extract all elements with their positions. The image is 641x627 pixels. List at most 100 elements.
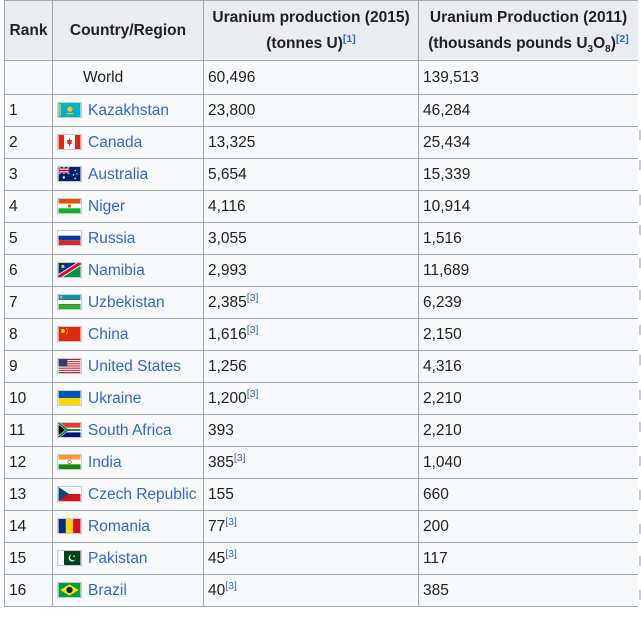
value-2015-cell: 2,993 [203,254,419,287]
canada-flag-icon[interactable] [57,133,82,150]
namibia-flag-icon[interactable] [57,261,82,278]
country-link[interactable]: Namibia [88,261,145,279]
clipped-content-edge [639,195,641,205]
value-2011-cell: 4,316 [418,350,639,383]
table-row: 9 United States 1,256 4,316 [4,350,639,383]
table-row: 16 Brazil 40[3] 385 [4,574,639,607]
pakistan-flag-icon[interactable] [57,549,82,566]
country-link[interactable]: Niger [88,197,126,215]
ukraine-flag-icon[interactable] [57,389,82,406]
country-link[interactable]: Romania [88,517,151,535]
country-link[interactable]: South Africa [88,421,172,439]
country-link[interactable]: China [88,325,129,343]
value-2015-cell: 3,055 [203,222,419,255]
rank-cell: 12 [4,446,53,479]
kazakhstan-flag-icon[interactable] [57,101,82,118]
value-2015-cell: 40[3] [203,574,419,607]
uzbekistan-flag-icon[interactable] [57,293,82,310]
value-2011-cell: 385 [418,574,639,607]
country-link[interactable]: United States [88,357,182,375]
rank-cell: 6 [4,254,53,287]
rank-cell: 9 [4,350,53,383]
reference-link[interactable]: [3] [246,291,259,304]
table-row: 3 Australia 5,654 15,339 [4,158,639,191]
country-link[interactable]: Australia [88,165,149,183]
china-flag-icon[interactable] [57,325,82,342]
india-flag-icon[interactable] [57,453,82,470]
reference-link[interactable]: [1] [342,32,356,45]
value-2015: 23,800 [208,101,256,119]
production-2011-header[interactable]: Uranium Production (2011) (thousands pou… [418,0,639,61]
value-2015: 385 [208,453,234,471]
rank-cell: 8 [4,318,53,351]
country-cell: United States [52,350,204,383]
clipped-content-edge [639,524,641,534]
reference-link[interactable]: [3] [225,579,237,592]
reference-link[interactable]: [3] [225,515,237,528]
rank-cell: 16 [4,574,53,607]
table-row: 12 India 385[3] 1,040 [4,446,639,479]
table-row: 5 Russia 3,055 1,516 [4,222,639,255]
production-2015-header-unit: (tonnes U)[1] [208,31,414,57]
table-row: 6 Namibia 2,993 11,689 [4,254,639,287]
value-2011-cell: 139,513 [418,60,639,95]
unit-text: (thousands pounds U [428,34,588,52]
country-cell: Australia [52,158,204,191]
reference-link[interactable]: [2] [615,32,629,45]
country-cell: Russia [52,222,204,255]
clipped-content-edge [639,556,641,566]
value-2015-cell: 77[3] [203,510,419,543]
value-2015: 3,055 [208,229,247,247]
value-2015-cell: 23,800 [203,94,419,127]
unit-oxygen: O [593,34,606,52]
country-header[interactable]: Country/Region [52,0,204,61]
clipped-content-edge [639,390,641,400]
russia-flag-icon[interactable] [57,229,82,246]
production-2015-header[interactable]: Uranium production (2015) (tonnes U)[1] [203,0,419,61]
rank-cell: 15 [4,542,53,575]
rank-cell: 14 [4,510,53,543]
australia-flag-icon[interactable] [57,165,82,182]
value-2015: 5,654 [208,165,247,183]
table-row: 4 Niger 4,116 10,914 [4,190,639,223]
value-2015: 4,116 [208,197,246,215]
country-link[interactable]: Kazakhstan [88,101,169,119]
country-link[interactable]: Ukraine [88,389,142,407]
reference-link[interactable]: [3] [233,451,246,464]
country-cell: Romania [52,510,204,543]
romania-flag-icon[interactable] [57,517,82,534]
country-link[interactable]: Brazil [88,581,127,599]
country-link[interactable]: Canada [88,133,143,151]
country-link[interactable]: India [88,453,122,471]
value-2011-cell: 1,516 [418,222,639,255]
value-2015-cell: 385[3] [203,446,419,479]
country-cell: India [52,446,204,479]
subscript-8: 8 [605,43,611,55]
reference-link[interactable]: [3] [225,547,237,560]
rank-cell: 7 [4,286,53,319]
reference-link[interactable]: [3] [246,323,259,336]
country-link[interactable]: Czech Republic [88,485,197,503]
value-2011-cell: 117 [418,542,639,575]
value-2015: 2,385 [208,293,247,311]
reference-link[interactable]: [3] [246,387,259,400]
south-africa-flag-icon[interactable] [57,421,82,438]
united-states-flag-icon[interactable] [57,357,82,374]
rank-header[interactable]: Rank [4,0,53,61]
value-2011-cell: 660 [418,478,639,511]
country-cell: Namibia [52,254,204,287]
table-row: 7 Uzbekistan 2,385[3] 6,239 [4,286,639,319]
header-row: Rank Country/Region Uranium production (… [4,0,639,61]
niger-flag-icon[interactable] [57,197,82,214]
brazil-flag-icon[interactable] [57,581,82,598]
value-2015-cell: 5,654 [203,158,419,191]
value-2011-cell: 200 [418,510,639,543]
czech-republic-flag-icon[interactable] [57,485,82,502]
table-row: 2 Canada 13,325 25,434 [4,126,639,159]
country-link[interactable]: Pakistan [88,549,148,567]
value-2015: 393 [208,421,234,439]
country-cell: Uzbekistan [52,286,204,319]
country-link[interactable]: Russia [88,229,136,247]
country-link[interactable]: Uzbekistan [88,293,165,311]
clipped-content-edge [639,130,641,140]
